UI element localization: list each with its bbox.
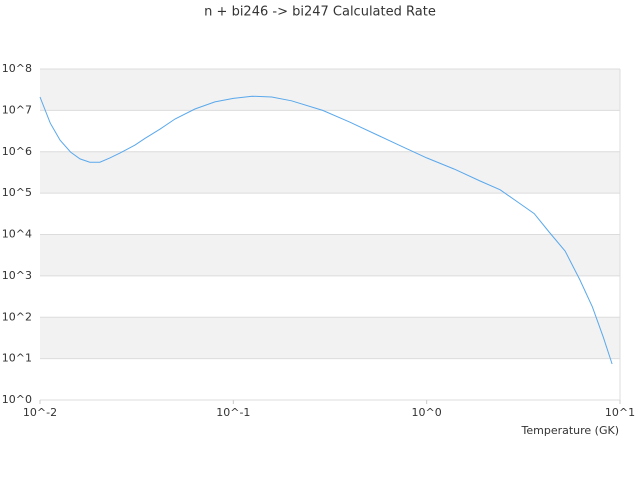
x-tick-label: 10^0 bbox=[412, 406, 442, 419]
y-tick-label: 10^2 bbox=[2, 310, 32, 323]
data-line bbox=[39, 95, 613, 365]
grid-band bbox=[40, 317, 620, 359]
y-tick-label: 10^4 bbox=[2, 228, 32, 241]
y-tick-label: 10^7 bbox=[2, 103, 32, 116]
y-tick-label: 10^1 bbox=[2, 352, 32, 365]
grid-band bbox=[40, 234, 620, 276]
y-tick-label: 10^8 bbox=[2, 62, 32, 75]
y-tick-label: 10^6 bbox=[2, 145, 32, 158]
y-tick-label: 10^3 bbox=[2, 269, 32, 282]
x-tick-label: 10^-2 bbox=[23, 406, 57, 419]
x-tick-label: 10^-1 bbox=[216, 406, 250, 419]
chart-title: n + bi246 -> bi247 Calculated Rate bbox=[204, 5, 436, 20]
x-axis-label: Temperature (GK) bbox=[521, 424, 620, 437]
grid-band bbox=[40, 151, 620, 194]
y-tick-label: 10^0 bbox=[2, 393, 32, 406]
grid-band bbox=[40, 69, 620, 111]
y-tick-label: 10^5 bbox=[2, 186, 32, 199]
x-tick-label: 10^1 bbox=[605, 406, 635, 419]
